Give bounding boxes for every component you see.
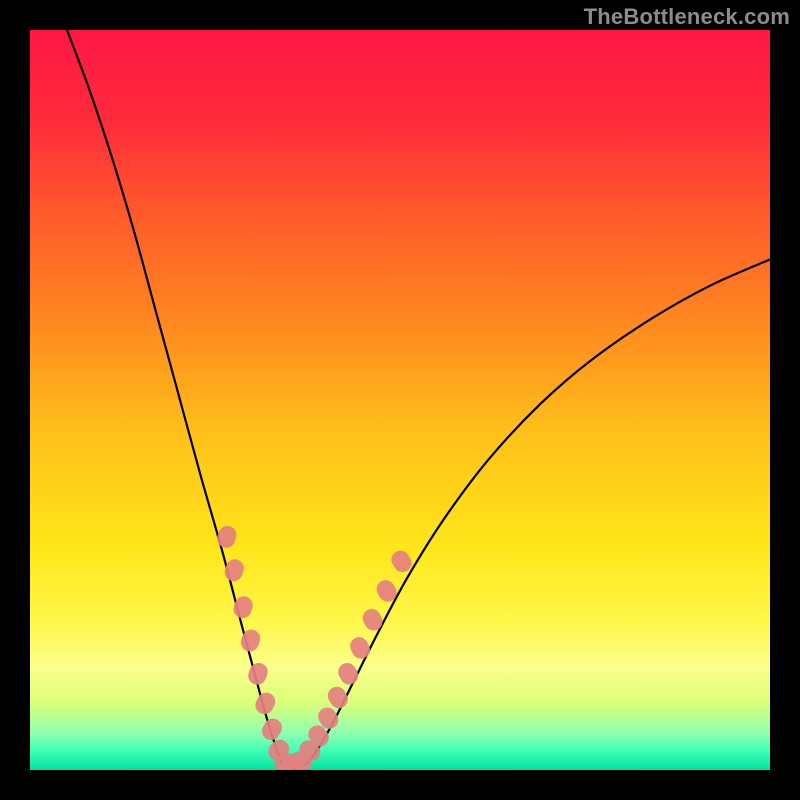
plot-area [30, 30, 770, 770]
bottleneck-curve-chart [30, 30, 770, 770]
chart-frame: TheBottleneck.com [0, 0, 800, 800]
watermark-text: TheBottleneck.com [584, 4, 790, 30]
gradient-background [30, 30, 770, 770]
